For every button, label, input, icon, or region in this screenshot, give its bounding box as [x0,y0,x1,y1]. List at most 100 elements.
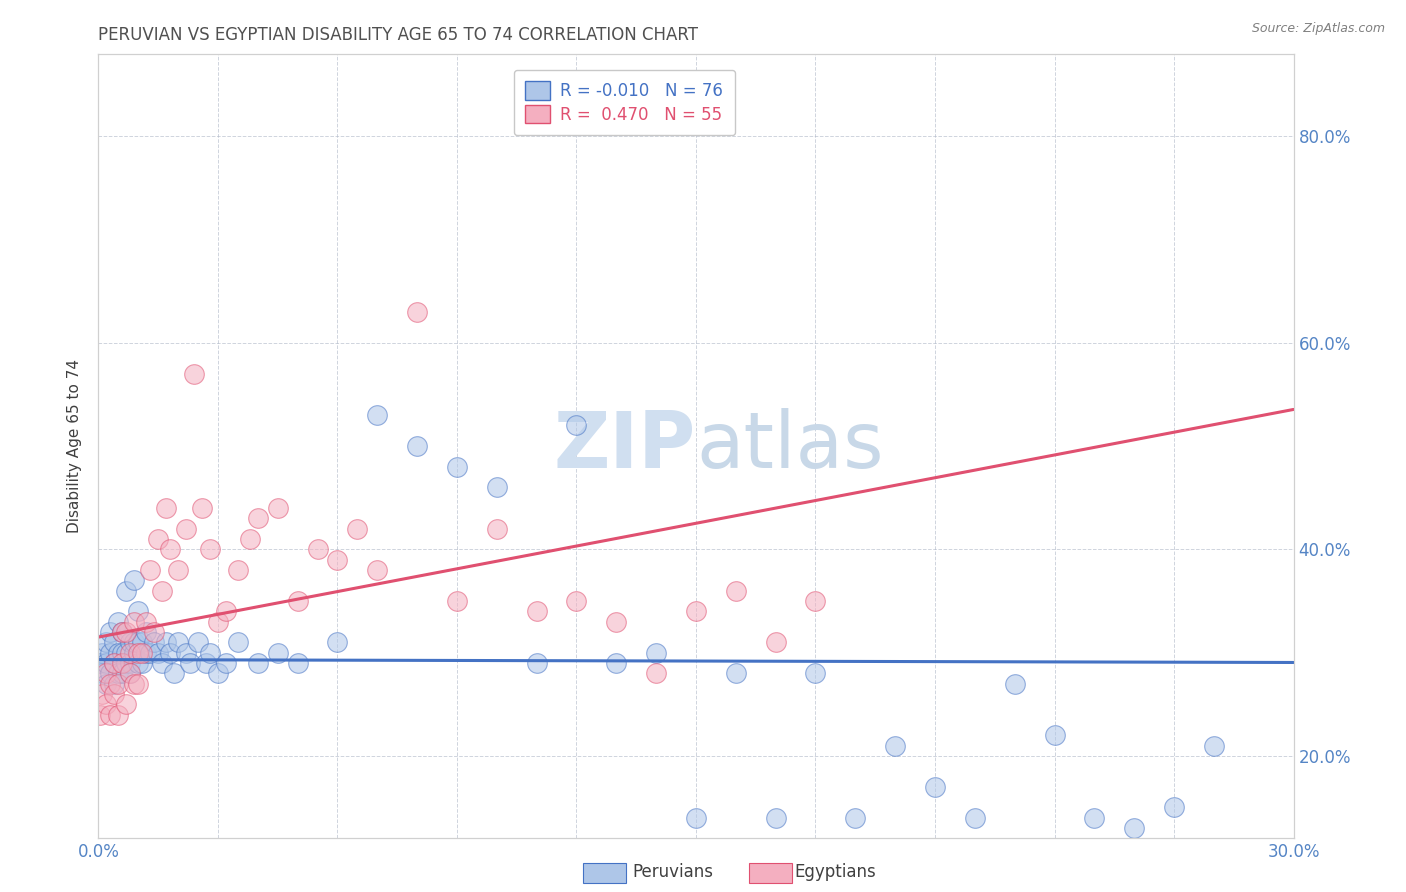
Point [366,563,388,577]
Point [127,676,149,690]
Point [565,594,588,608]
Point [1004,676,1026,690]
Point [89,707,111,722]
Point [135,624,157,639]
Point [155,635,177,649]
Point [91,646,114,660]
Point [605,615,627,629]
Point [96,676,118,690]
Point [96,656,118,670]
Point [115,697,138,711]
Point [195,656,218,670]
Point [804,666,827,681]
Point [111,624,134,639]
Point [127,646,149,660]
Point [226,563,249,577]
Point [150,583,173,598]
Legend: R = -0.010   N = 76, R =  0.470   N = 55: R = -0.010 N = 76, R = 0.470 N = 55 [513,70,735,136]
Point [765,811,787,825]
Point [155,500,177,515]
Point [446,459,468,474]
Point [107,615,129,629]
Point [645,666,668,681]
Point [163,666,186,681]
Point [326,635,349,649]
Text: Peruvians: Peruvians [633,863,714,881]
Point [103,687,125,701]
Point [120,635,142,649]
Point [124,574,146,588]
Point [96,635,118,649]
Point [187,635,209,649]
Point [127,604,149,618]
Point [98,707,122,722]
Point [1123,821,1146,835]
Point [89,656,111,670]
Point [326,552,349,566]
Point [111,656,134,670]
Point [191,500,214,515]
Point [124,676,146,690]
Point [565,418,588,433]
Point [215,604,238,618]
Point [167,563,190,577]
Point [111,624,134,639]
Point [107,676,129,690]
Point [120,656,142,670]
Point [198,542,221,557]
Point [346,522,368,536]
Text: Source: ZipAtlas.com: Source: ZipAtlas.com [1251,22,1385,36]
Point [159,646,181,660]
Point [107,666,129,681]
Point [111,646,134,660]
Point [131,646,153,660]
Point [406,439,429,453]
Point [685,604,707,618]
Point [115,656,138,670]
Point [267,646,290,660]
Point [215,656,238,670]
Point [103,656,125,670]
Point [207,615,229,629]
Point [159,542,181,557]
Point [207,666,229,681]
Point [267,500,290,515]
Point [174,646,197,660]
Text: ZIP: ZIP [554,408,696,484]
Point [135,646,157,660]
Point [246,511,269,525]
Point [605,656,627,670]
Point [179,656,201,670]
Point [120,646,142,660]
Point [645,646,668,660]
Point [115,646,138,660]
Point [963,811,986,825]
Point [131,656,153,670]
Point [127,635,149,649]
Point [98,676,122,690]
Point [226,635,249,649]
Point [124,646,146,660]
Point [98,646,122,660]
Point [115,583,138,598]
Point [844,811,866,825]
Point [127,656,149,670]
Point [526,656,548,670]
Point [148,532,170,546]
Point [148,646,170,660]
Text: Egyptians: Egyptians [794,863,876,881]
Point [150,656,173,670]
Point [1043,728,1066,742]
Point [287,656,309,670]
Point [143,635,166,649]
Point [107,707,129,722]
Point [124,615,146,629]
Point [724,583,747,598]
Point [239,532,262,546]
Point [103,635,125,649]
Point [307,542,329,557]
Text: atlas: atlas [696,408,883,484]
Point [96,666,118,681]
Point [485,522,508,536]
Point [103,676,125,690]
